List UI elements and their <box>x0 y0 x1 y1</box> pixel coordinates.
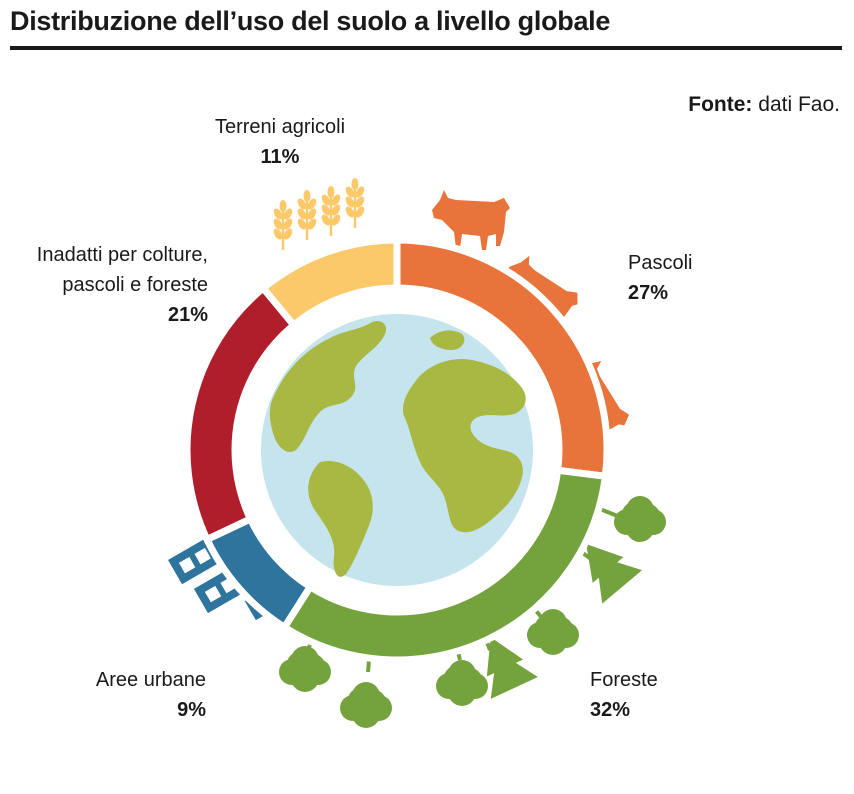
source-note: Fonte: dati Fao. <box>688 93 840 117</box>
label-foreste: Foreste 32% <box>590 665 730 725</box>
label-foreste-name: Foreste <box>590 669 658 691</box>
label-terreni-agricoli-percent: 11% <box>260 146 300 168</box>
slice-inadatti <box>183 283 299 545</box>
title-rule <box>10 46 842 50</box>
globe-icon <box>261 314 533 586</box>
donut-ring <box>183 236 611 664</box>
label-foreste-percent: 32% <box>590 699 631 721</box>
label-aree-urbane: Aree urbane 9% <box>40 665 206 725</box>
wheat-icon <box>270 176 368 252</box>
label-inadatti-name-line2: pascoli e foreste <box>62 274 208 296</box>
label-pascoli-percent: 27% <box>628 282 669 304</box>
source-text: dati Fao. <box>758 93 840 116</box>
label-pascoli: Pascoli 27% <box>628 248 768 308</box>
source-label: Fonte: <box>688 93 753 116</box>
label-pascoli-name: Pascoli <box>628 252 693 274</box>
label-inadatti: Inadatti per colture, pascoli e foreste … <box>6 240 208 330</box>
label-aree-urbane-name: Aree urbane <box>95 669 206 691</box>
chart-title: Distribuzione dell’uso del suolo a livel… <box>10 6 611 36</box>
label-inadatti-percent: 21% <box>167 304 208 326</box>
label-aree-urbane-percent: 9% <box>177 699 206 721</box>
label-terreni-agricoli: Terreni agricoli 11% <box>150 112 410 172</box>
label-inadatti-name-line1: Inadatti per colture, <box>36 244 208 266</box>
label-terreni-agricoli-name: Terreni agricoli <box>214 116 346 138</box>
